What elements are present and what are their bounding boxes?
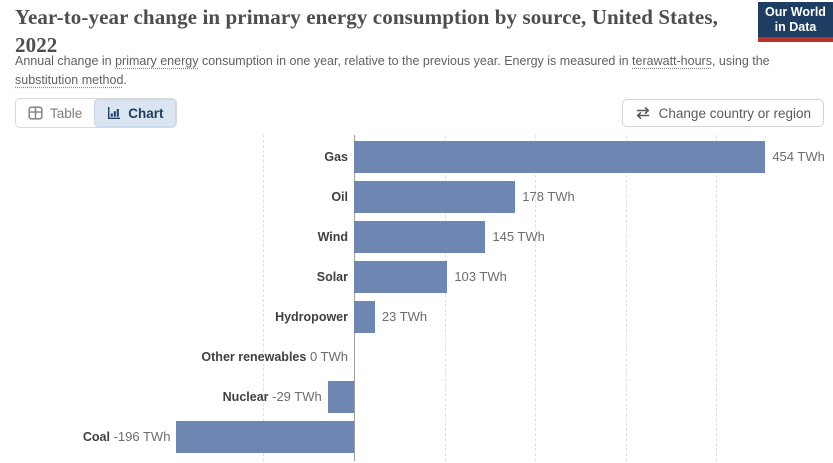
value-label-oil: 178 TWh [522, 189, 575, 204]
value-label-hydropower: 23 TWh [381, 309, 428, 324]
category-label-coal: Coal -196 TWh [82, 429, 171, 444]
bar-hydropower[interactable] [354, 301, 375, 333]
subtitle-text: , using the [711, 54, 770, 68]
bar-coal[interactable] [176, 421, 354, 453]
subtitle-text: consumption in one year, relative to the… [198, 54, 633, 68]
gridline [625, 135, 627, 461]
chart-icon [106, 106, 121, 120]
gridline [263, 135, 265, 461]
gridline [716, 135, 718, 461]
swap-arrows-icon [635, 106, 651, 120]
bar-wind[interactable] [354, 221, 486, 253]
category-label-solar: Solar [316, 270, 348, 284]
category-label-oil: Oil [331, 190, 348, 204]
chart-subtitle: Annual change in primary energy consumpt… [15, 52, 807, 90]
gridline [444, 135, 446, 461]
term-primary-energy[interactable]: primary energy [115, 54, 199, 68]
bar-chart: Gas 454 TWh Oil 178 TWh Wind 145 TWh Solar 103 … [0, 135, 833, 461]
tab-table-label: Table [50, 105, 83, 121]
value-label-gas: 454 TWh [772, 149, 825, 164]
view-toggle: Table Chart [15, 98, 177, 128]
change-country-label: Change country or region [658, 105, 811, 121]
subtitle-text: . [123, 73, 127, 87]
subtitle-text: Annual change in [15, 54, 116, 68]
owid-logo-line1: Our World [765, 4, 826, 19]
term-terawatt-hours[interactable]: terawatt-hours [632, 54, 712, 68]
category-label-nuclear: Nuclear -29 TWh [222, 389, 322, 404]
bar-nuclear[interactable] [327, 381, 354, 413]
gridline [535, 135, 537, 461]
bar-solar[interactable] [354, 261, 448, 293]
value-label-wind: 145 TWh [492, 229, 545, 244]
owid-logo[interactable]: Our World in Data [758, 2, 833, 42]
term-substitution-method[interactable]: substitution method [15, 73, 124, 87]
change-country-button[interactable]: Change country or region [621, 99, 824, 127]
table-icon [28, 106, 43, 120]
bar-oil[interactable] [354, 181, 516, 213]
category-label-gas: Gas [324, 150, 348, 164]
page-title: Year-to-year change in primary energy co… [15, 5, 718, 57]
tab-chart[interactable]: Chart [94, 99, 176, 127]
category-label-wind: Wind [317, 230, 348, 244]
tab-chart-label: Chart [128, 105, 164, 121]
category-label-hydropower: Hydropower [275, 310, 348, 324]
value-label-solar: 103 TWh [454, 269, 507, 284]
category-label-other-renewables: Other renewables 0 TWh [201, 349, 348, 364]
zero-axis [354, 135, 355, 461]
tab-table[interactable]: Table [16, 99, 94, 127]
bar-gas[interactable] [354, 141, 766, 173]
owid-logo-line2: in Data [774, 19, 817, 34]
